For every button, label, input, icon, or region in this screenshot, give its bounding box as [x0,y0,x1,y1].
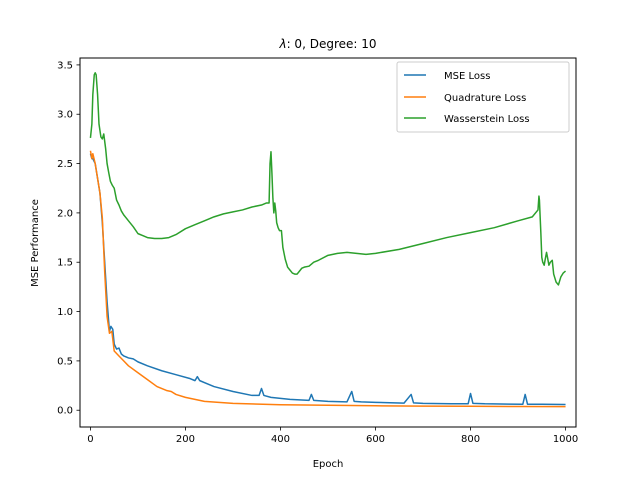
y-tick-label: 2.0 [57,208,73,219]
series-layer [89,72,567,408]
x-axis-label: Epoch [313,459,344,470]
y-tick-label: 0.0 [57,406,73,417]
y-tick-label: 1.0 [57,307,73,318]
x-tick-label: 800 [461,434,480,445]
legend-entry-mse-loss: MSE Loss [404,71,490,82]
x-tick-label: 1000 [553,434,578,445]
legend-label-quadrature-loss: Quadrature Loss [444,93,526,104]
title-lambda-symbol: λ [278,37,286,51]
x-tick-label: 0 [87,434,93,445]
chart-title: λ: 0, Degree: 10 [278,37,376,51]
y-axis-label: MSE Performance [30,199,41,287]
legend-label-mse-loss: MSE Loss [444,71,490,82]
x-tick-label: 600 [366,434,385,445]
plot-area: 0 200 400 600 800 1000 0.0 0.5 1.0 1.5 2.0 2.5 3.0 3… [57,57,578,445]
legend-entry-quadrature-loss: Quadrature Loss [404,93,526,104]
y-tick-label: 2.5 [57,159,73,170]
axes-frame [79,57,577,428]
series-line-wasserstein-loss [89,72,567,286]
y-tick-label: 1.5 [57,258,73,269]
series-line-quadrature-loss [89,150,566,408]
legend-box [396,61,570,133]
y-tick-label: 0.5 [57,356,73,367]
legend-entry-wasserstein-loss: Wasserstein Loss [404,114,530,125]
x-axis-ticks: 0 200 400 600 800 1000 [87,427,578,445]
y-tick-label: 3.0 [57,110,73,121]
series-line-mse-loss [89,153,566,406]
y-tick-label: 3.5 [57,60,73,71]
title-rest: : 0, Degree: 10 [287,37,377,51]
x-tick-label: 200 [176,434,195,445]
x-tick-label: 400 [271,434,290,445]
legend: MSE Loss Quadrature Loss Wasserstein Los… [396,61,570,133]
legend-label-wasserstein-loss: Wasserstein Loss [444,114,530,125]
y-axis-ticks: 0.0 0.5 1.0 1.5 2.0 2.5 3.0 3.5 [57,60,80,417]
